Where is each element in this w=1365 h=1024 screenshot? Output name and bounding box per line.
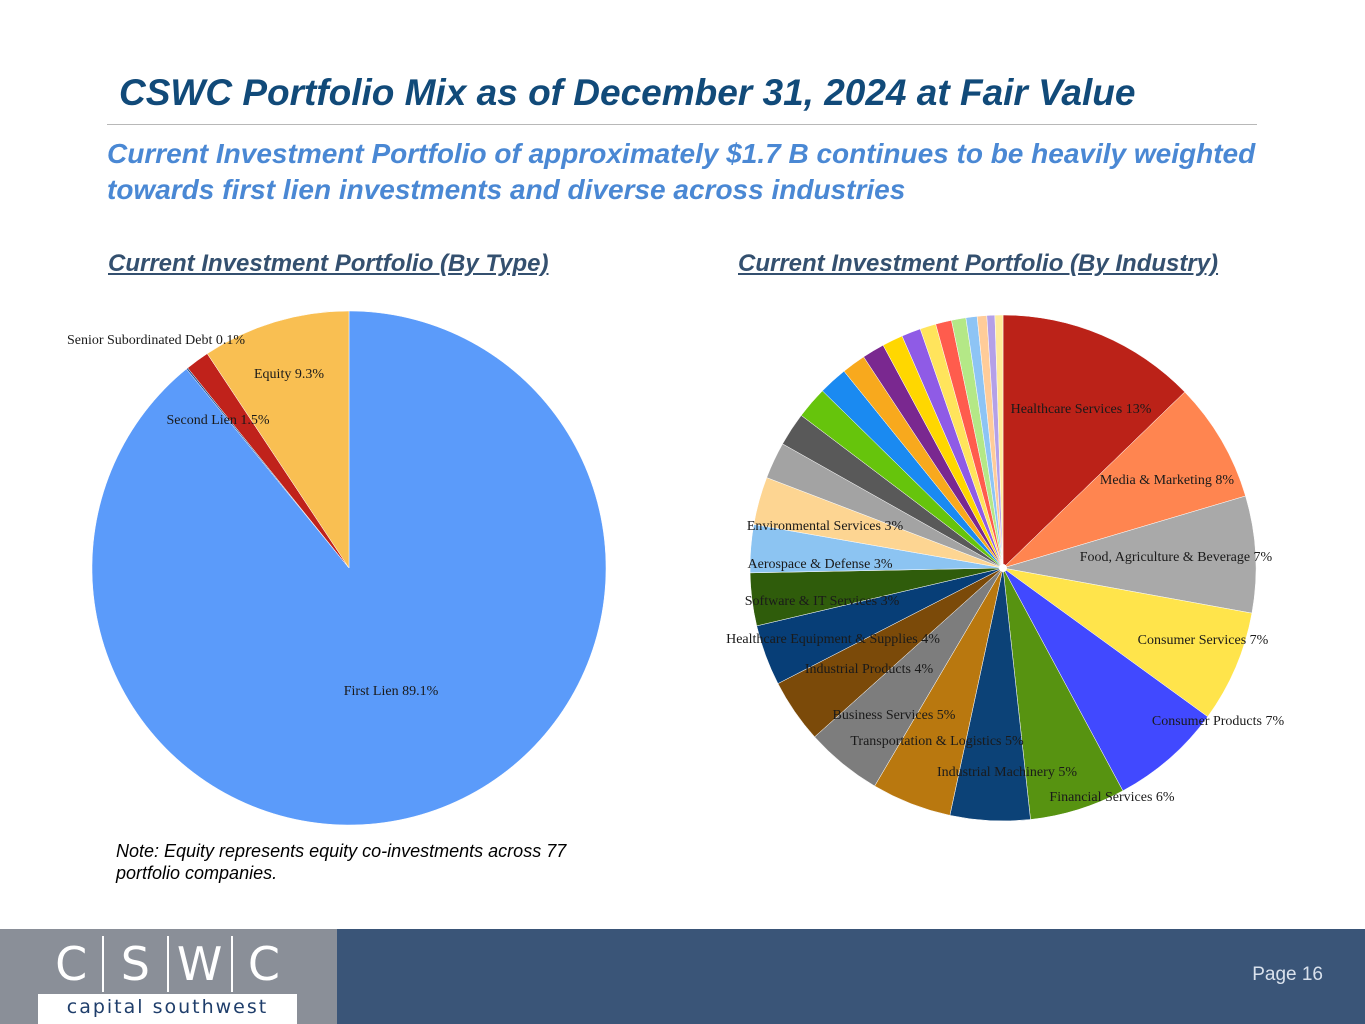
page-title: CSWC Portfolio Mix as of December 31, 20…	[119, 72, 1136, 113]
footer-logo-panel: C S W C capital southwest	[0, 929, 337, 1024]
cswc-logo: C S W C capital southwest	[38, 934, 297, 1024]
industry-label-12: Aerospace & Defense 3%	[748, 557, 893, 572]
logo-letter-box: C S W C	[38, 934, 297, 994]
industry-label-3: Consumer Services 7%	[1138, 633, 1269, 648]
industry-label-6: Industrial Machinery 5%	[937, 765, 1077, 780]
page-number: Page 16	[1252, 964, 1323, 985]
industry-pie-center-dot	[999, 564, 1007, 572]
logo-letter: C	[247, 937, 280, 991]
type-label-0: First Lien 89.1%	[344, 684, 439, 699]
title-divider	[107, 124, 1257, 125]
chart-title-by-type: Current Investment Portfolio (By Type)	[108, 250, 549, 277]
industry-label-11: Software & IT Services 3%	[745, 594, 900, 609]
industry-label-8: Business Services 5%	[833, 708, 956, 723]
footer-bar: C S W C capital southwest Page 16	[0, 929, 1365, 1024]
industry-label-1: Media & Marketing 8%	[1100, 473, 1234, 488]
industry-label-13: Environmental Services 3%	[747, 519, 904, 534]
industry-label-7: Transportation & Logistics 5%	[850, 734, 1024, 749]
industry-slice-0	[1002, 314, 1186, 569]
logo-letter: W	[169, 936, 233, 992]
industry-slice-4	[1002, 567, 1209, 792]
industry-slice-3	[1002, 567, 1253, 718]
industry-label-0: Healthcare Services 13%	[1011, 402, 1152, 417]
industry-slice-2	[1002, 495, 1257, 614]
industry-label-10: Healthcare Equipment & Supplies 4%	[726, 632, 940, 647]
industry-slice-1	[1002, 391, 1246, 569]
type-slice-3	[206, 310, 350, 569]
type-label-2: Second Lien 1.5%	[166, 413, 269, 428]
page-subtitle: Current Investment Portfolio of approxim…	[107, 138, 1256, 205]
industry-slice-28	[994, 314, 1004, 569]
logo-tagline: capital southwest	[66, 996, 269, 1018]
industry-label-9: Industrial Products 4%	[805, 662, 934, 677]
logo-letter: C	[40, 936, 105, 992]
industry-label-2: Food, Agriculture & Beverage 7%	[1080, 550, 1273, 565]
type-slice-0	[91, 310, 607, 826]
industry-label-5: Financial Services 6%	[1049, 790, 1175, 805]
chart-title-by-industry: Current Investment Portfolio (By Industr…	[738, 250, 1219, 277]
logo-letter: S	[104, 936, 169, 992]
type-label-1: Senior Subordinated Debt 0.1%	[67, 333, 245, 348]
industry-label-4: Consumer Products 7%	[1152, 714, 1285, 729]
equity-note: Note: Equity represents equity co-invest…	[116, 841, 567, 883]
type-label-3: Equity 9.3%	[254, 367, 324, 382]
